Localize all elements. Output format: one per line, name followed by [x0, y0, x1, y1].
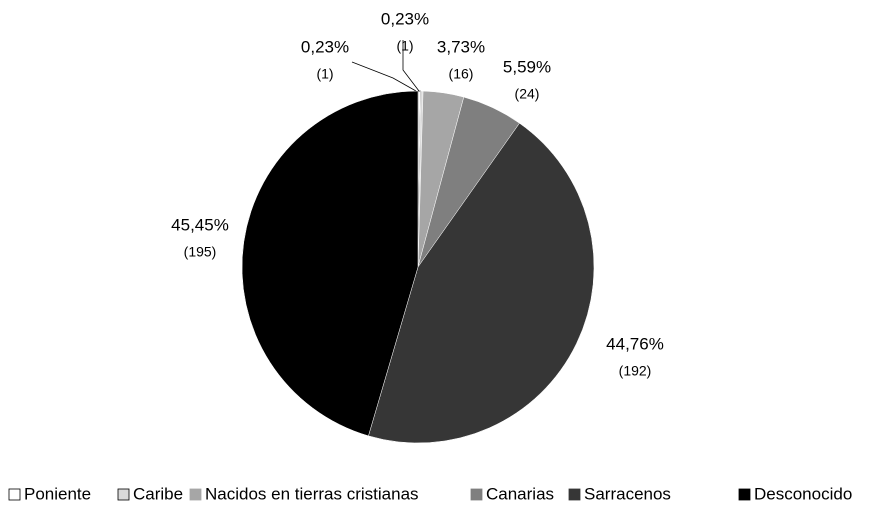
- count-label: (24): [515, 86, 540, 102]
- data-label: 45,45%: [171, 215, 229, 234]
- data-label: 0,23%: [301, 37, 349, 56]
- count-label: (192): [619, 363, 652, 379]
- legend-label: Sarracenos: [584, 484, 671, 503]
- legend-label: Poniente: [24, 484, 91, 503]
- data-label: 44,76%: [606, 334, 664, 353]
- count-label: (1): [396, 38, 413, 54]
- count-label: (1): [316, 66, 333, 82]
- legend-swatch: [117, 488, 130, 501]
- legend-label: Canarias: [486, 484, 554, 503]
- count-label: (195): [184, 244, 217, 260]
- leader-line: [402, 40, 420, 92]
- data-label: 5,59%: [503, 57, 551, 76]
- count-label: (16): [449, 66, 474, 82]
- legend-swatch: [568, 488, 581, 501]
- legend-label: Desconocido: [754, 484, 852, 503]
- data-label: 0,23%: [381, 9, 429, 28]
- leader-line: [351, 61, 417, 92]
- legend-swatch: [189, 488, 202, 501]
- pie-slice: [241, 90, 419, 437]
- pie-slice: [368, 122, 595, 444]
- legend-swatch: [738, 488, 751, 501]
- legend-swatch: [470, 488, 483, 501]
- legend-label: Caribe: [133, 484, 183, 503]
- legend-label: Nacidos en tierras cristianas: [205, 484, 419, 503]
- legend-swatch: [8, 488, 21, 501]
- data-label: 3,73%: [437, 37, 485, 56]
